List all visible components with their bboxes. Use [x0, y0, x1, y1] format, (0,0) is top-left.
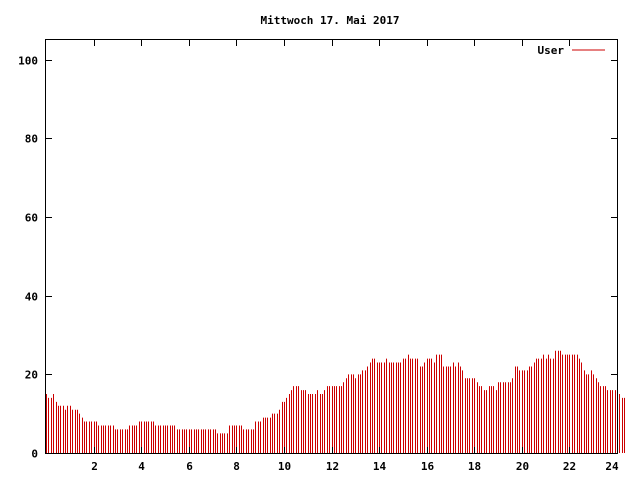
x-tick-label: 14 [373, 460, 387, 473]
x-tick-label: 16 [421, 460, 435, 473]
x-tick-label: 24 [605, 460, 619, 473]
x-axis: 2 4 6 8 10 12 14 16 18 20 22 24 [91, 40, 619, 473]
y-tick-label: 40 [25, 291, 38, 304]
y-tick-label: 60 [25, 212, 38, 225]
y-tick-label: 0 [31, 448, 38, 461]
x-tick-label: 12 [326, 460, 339, 473]
plot-frame [45, 39, 618, 454]
legend-label-user: User [538, 44, 565, 57]
y-tick-label: 80 [25, 133, 38, 146]
y-tick-label: 100 [18, 55, 38, 68]
y-tick-label: 20 [25, 369, 38, 382]
x-tick-label: 8 [233, 460, 240, 473]
x-tick-label: 18 [468, 460, 481, 473]
x-tick-label: 22 [563, 460, 576, 473]
x-tick-label: 6 [186, 460, 193, 473]
x-tick-label: 10 [278, 460, 291, 473]
x-tick-label: 2 [91, 460, 98, 473]
x-tick-label: 4 [138, 460, 145, 473]
y-axis: 0 20 40 60 80 100 [18, 55, 617, 461]
user-series [46, 350, 625, 453]
chart-title: Mittwoch 17. Mai 2017 [260, 14, 399, 27]
x-tick-label: 20 [516, 460, 529, 473]
legend: User [538, 44, 605, 57]
